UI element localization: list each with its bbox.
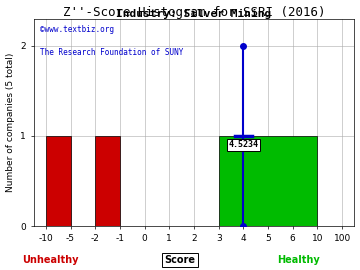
Text: 4.5234: 4.5234 xyxy=(228,140,258,149)
Text: Unhealthy: Unhealthy xyxy=(22,255,78,265)
Bar xyxy=(219,136,318,226)
Title: Z''-Score Histogram for SSRI (2016): Z''-Score Histogram for SSRI (2016) xyxy=(63,6,325,19)
Text: The Research Foundation of SUNY: The Research Foundation of SUNY xyxy=(40,48,183,57)
Text: ©www.textbiz.org: ©www.textbiz.org xyxy=(40,25,114,34)
Bar xyxy=(46,136,71,226)
Text: Score: Score xyxy=(165,255,195,265)
Y-axis label: Number of companies (5 total): Number of companies (5 total) xyxy=(5,53,14,192)
Text: Healthy: Healthy xyxy=(278,255,320,265)
Bar xyxy=(95,136,120,226)
Text: Industry: Silver Mining: Industry: Silver Mining xyxy=(116,9,271,19)
